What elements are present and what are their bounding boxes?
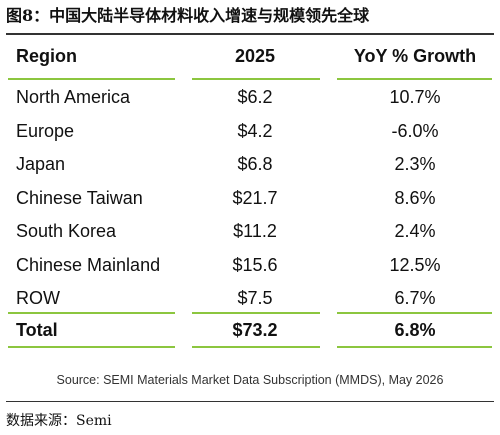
column-header: Region bbox=[16, 46, 77, 66]
total-rule bbox=[337, 312, 492, 314]
bottom-rule bbox=[192, 346, 320, 348]
table-cell: ROW bbox=[16, 288, 60, 308]
bottom-rule bbox=[337, 346, 492, 348]
table-cell: $21.7 bbox=[232, 187, 278, 208]
total-cell: $73.2 bbox=[232, 320, 278, 340]
table-cell: $6.8 bbox=[237, 154, 273, 174]
table-source: Source: SEMI Materials Market Data Subsc… bbox=[56, 372, 444, 387]
table-cell: 10.7% bbox=[389, 87, 441, 107]
header-rule bbox=[337, 78, 492, 80]
total-cell: Total bbox=[16, 320, 58, 340]
table-cell: 6.7% bbox=[394, 288, 436, 308]
table-cell: 8.6% bbox=[394, 187, 436, 208]
column-header: 2025 bbox=[234, 46, 276, 66]
table-cell: $7.5 bbox=[237, 288, 273, 308]
table-cell: Europe bbox=[16, 120, 75, 141]
header-rule bbox=[192, 78, 320, 80]
footer-source: 数据来源：Semi bbox=[6, 413, 112, 429]
total-rule bbox=[192, 312, 320, 314]
table-cell: -6.0% bbox=[391, 120, 439, 141]
table-cell: $4.2 bbox=[237, 120, 273, 141]
figure-title: 图8：中国大陆半导体材料收入增速与规模领先全球 bbox=[6, 6, 370, 25]
title-rule bbox=[6, 33, 494, 35]
bottom-rule bbox=[8, 346, 175, 348]
table-cell: Chinese Taiwan bbox=[16, 187, 143, 208]
table-cell: 2.3% bbox=[394, 154, 436, 174]
table-cell: $11.2 bbox=[233, 221, 277, 241]
table-cell: South Korea bbox=[16, 221, 117, 241]
table-cell: North America bbox=[16, 87, 131, 107]
total-cell: 6.8% bbox=[394, 320, 436, 340]
table-cell: 2.4% bbox=[394, 221, 436, 241]
table-cell: 12.5% bbox=[389, 254, 441, 275]
table-cell: Japan bbox=[16, 154, 66, 174]
column-header: YoY % Growth bbox=[353, 46, 477, 66]
footer-rule bbox=[6, 401, 494, 402]
header-rule bbox=[8, 78, 175, 80]
total-rule bbox=[8, 312, 175, 314]
table-cell: Chinese Mainland bbox=[16, 254, 161, 275]
table-cell: $15.6 bbox=[232, 254, 278, 275]
table-cell: $6.2 bbox=[237, 87, 273, 107]
